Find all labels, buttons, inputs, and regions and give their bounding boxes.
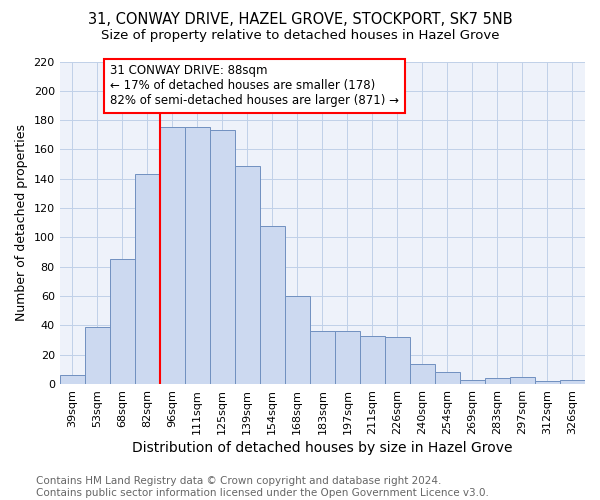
Bar (385, 337, 410, 384)
Bar (535, 381, 560, 384)
Bar (110, 260, 135, 384)
Bar (335, 332, 360, 384)
Bar (135, 174, 160, 384)
Bar (435, 372, 460, 384)
Bar (285, 296, 310, 384)
Bar (460, 380, 485, 384)
Bar (235, 166, 260, 384)
Bar (85, 327, 110, 384)
Bar (510, 376, 535, 384)
Bar (59, 376, 85, 384)
Bar (560, 380, 585, 384)
Bar (410, 364, 435, 384)
Text: 31 CONWAY DRIVE: 88sqm
← 17% of detached houses are smaller (178)
82% of semi-de: 31 CONWAY DRIVE: 88sqm ← 17% of detached… (110, 64, 398, 108)
Bar (160, 128, 185, 384)
Bar (185, 128, 210, 384)
Bar (310, 332, 335, 384)
X-axis label: Distribution of detached houses by size in Hazel Grove: Distribution of detached houses by size … (132, 441, 512, 455)
Text: Size of property relative to detached houses in Hazel Grove: Size of property relative to detached ho… (101, 29, 499, 42)
Text: Contains HM Land Registry data © Crown copyright and database right 2024.
Contai: Contains HM Land Registry data © Crown c… (36, 476, 489, 498)
Bar (210, 130, 235, 384)
Bar (360, 336, 385, 384)
Text: 31, CONWAY DRIVE, HAZEL GROVE, STOCKPORT, SK7 5NB: 31, CONWAY DRIVE, HAZEL GROVE, STOCKPORT… (88, 12, 512, 28)
Bar (485, 378, 510, 384)
Bar (260, 226, 285, 384)
Y-axis label: Number of detached properties: Number of detached properties (15, 124, 28, 322)
